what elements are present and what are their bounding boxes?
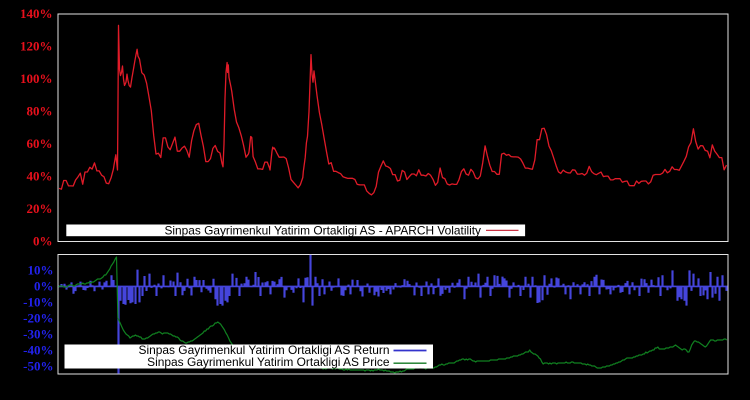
svg-text:60%: 60% [27,136,53,151]
svg-text:-40%: -40% [23,342,53,357]
svg-text:40%: 40% [27,169,53,184]
svg-text:0%: 0% [33,234,53,249]
svg-text:-20%: -20% [23,310,53,325]
svg-text:100%: 100% [20,71,53,86]
svg-text:140%: 140% [20,6,53,21]
svg-text:120%: 120% [20,39,53,54]
svg-text:20%: 20% [27,201,53,216]
svg-text:Sinpas Gayrimenkul Yatirim Ort: Sinpas Gayrimenkul Yatirim Ortakligi AS … [164,223,481,237]
svg-text:-50%: -50% [23,358,53,373]
svg-text:10%: 10% [28,262,54,277]
svg-text:0%: 0% [34,278,54,293]
svg-text:-30%: -30% [23,326,53,341]
svg-text:-10%: -10% [23,294,53,309]
svg-text:80%: 80% [27,104,53,119]
svg-text:Sinpas Gayrimenkul Yatirim Ort: Sinpas Gayrimenkul Yatirim Ortakligi AS … [147,355,390,369]
svg-text:Sinpas Gayrimenkul Yatirim Ort: Sinpas Gayrimenkul Yatirim Ortakligi AS … [138,343,389,357]
